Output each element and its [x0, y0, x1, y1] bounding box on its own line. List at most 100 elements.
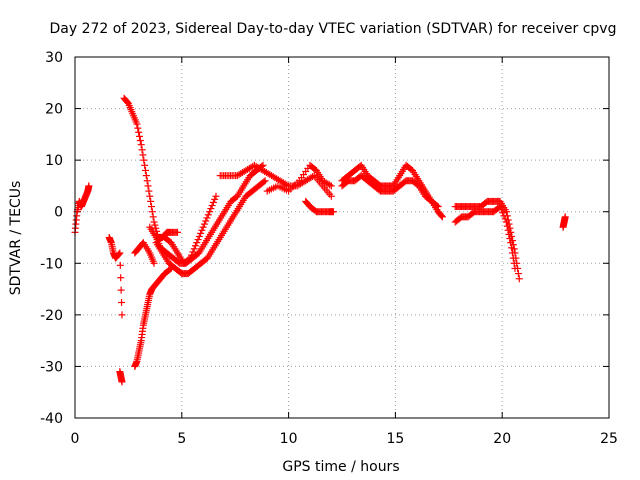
data-point	[117, 286, 125, 294]
data-point	[438, 212, 446, 220]
data-point	[496, 203, 504, 211]
data-point	[140, 156, 148, 164]
data-point	[118, 298, 126, 306]
data-point	[504, 226, 512, 234]
data-point	[141, 166, 149, 174]
x-tick-label: 10	[280, 431, 298, 447]
data-point	[514, 270, 522, 278]
data-point	[186, 254, 194, 262]
data-point	[509, 254, 517, 262]
data-point	[185, 255, 193, 263]
data-point	[139, 151, 147, 159]
data-point	[193, 239, 201, 247]
data-point	[191, 242, 199, 250]
data-point	[327, 182, 335, 190]
data-point	[195, 232, 203, 240]
data-point	[133, 120, 141, 128]
data-point	[497, 206, 505, 214]
data-points	[71, 94, 569, 386]
data-point	[117, 274, 125, 282]
y-tick-label: 20	[45, 102, 63, 118]
data-point	[149, 213, 157, 221]
x-tick-label: 25	[600, 431, 618, 447]
y-tick-label: -30	[40, 359, 63, 375]
data-point	[499, 209, 507, 217]
y-axis-label: SDTVAR / TECUs	[8, 181, 24, 296]
data-point	[151, 221, 159, 229]
data-point	[190, 245, 198, 253]
data-point	[135, 128, 143, 136]
data-point	[206, 208, 214, 216]
data-point	[202, 217, 210, 225]
x-axis-label: GPS time / hours	[282, 459, 399, 475]
y-tick-label: 30	[45, 50, 63, 66]
data-point	[145, 187, 153, 195]
data-point	[124, 98, 132, 106]
data-point	[118, 378, 126, 386]
data-point	[309, 173, 317, 181]
data-point	[85, 182, 93, 190]
data-point	[207, 205, 215, 213]
data-point	[500, 212, 508, 220]
data-point	[326, 181, 334, 189]
data-point	[174, 228, 182, 236]
chart-title: Day 272 of 2023, Sidereal Day-to-day VTE…	[50, 21, 617, 37]
data-point	[501, 215, 509, 223]
data-point	[505, 230, 513, 238]
data-point	[508, 249, 516, 257]
data-point	[143, 177, 151, 185]
data-point	[438, 213, 446, 221]
data-point	[506, 235, 514, 243]
data-point	[204, 211, 212, 219]
data-point	[152, 224, 160, 232]
data-point	[147, 197, 155, 205]
data-point	[137, 141, 145, 149]
y-tick-label: -40	[40, 411, 63, 427]
y-tick-label: 10	[45, 153, 63, 169]
data-point	[260, 178, 268, 186]
data-point	[507, 239, 515, 247]
data-point	[508, 244, 516, 252]
data-point	[198, 226, 206, 234]
data-point	[189, 248, 197, 256]
data-point	[211, 195, 219, 203]
data-point	[199, 223, 207, 231]
data-point	[209, 198, 217, 206]
data-point	[502, 208, 510, 216]
x-tick-label: 20	[493, 431, 511, 447]
data-point	[146, 192, 154, 200]
data-point	[136, 132, 144, 140]
data-point	[148, 208, 156, 216]
data-point	[511, 264, 519, 272]
data-point	[261, 177, 269, 185]
grid	[75, 57, 609, 418]
data-point	[116, 261, 124, 269]
x-tick-label: 15	[386, 431, 404, 447]
y-tick-label: -10	[40, 256, 63, 272]
data-point	[561, 213, 569, 221]
data-point	[138, 146, 146, 154]
data-point	[147, 203, 155, 211]
data-point	[502, 218, 510, 226]
data-point	[116, 249, 124, 257]
data-point	[188, 251, 196, 259]
data-point	[115, 250, 123, 258]
data-point	[200, 220, 208, 228]
data-point	[150, 218, 158, 226]
data-point	[203, 214, 211, 222]
data-point	[208, 202, 216, 210]
data-point	[118, 311, 126, 319]
x-tick-label: 0	[71, 431, 80, 447]
y-tick-label: 0	[54, 205, 63, 221]
data-point	[142, 172, 150, 180]
data-point	[433, 202, 441, 210]
plot-frame	[74, 56, 610, 419]
data-point	[150, 259, 158, 267]
data-point	[329, 208, 337, 216]
data-point	[134, 124, 142, 132]
data-point	[212, 192, 220, 200]
data-point	[434, 203, 442, 211]
x-tick-label: 5	[177, 431, 186, 447]
data-point	[515, 275, 523, 283]
